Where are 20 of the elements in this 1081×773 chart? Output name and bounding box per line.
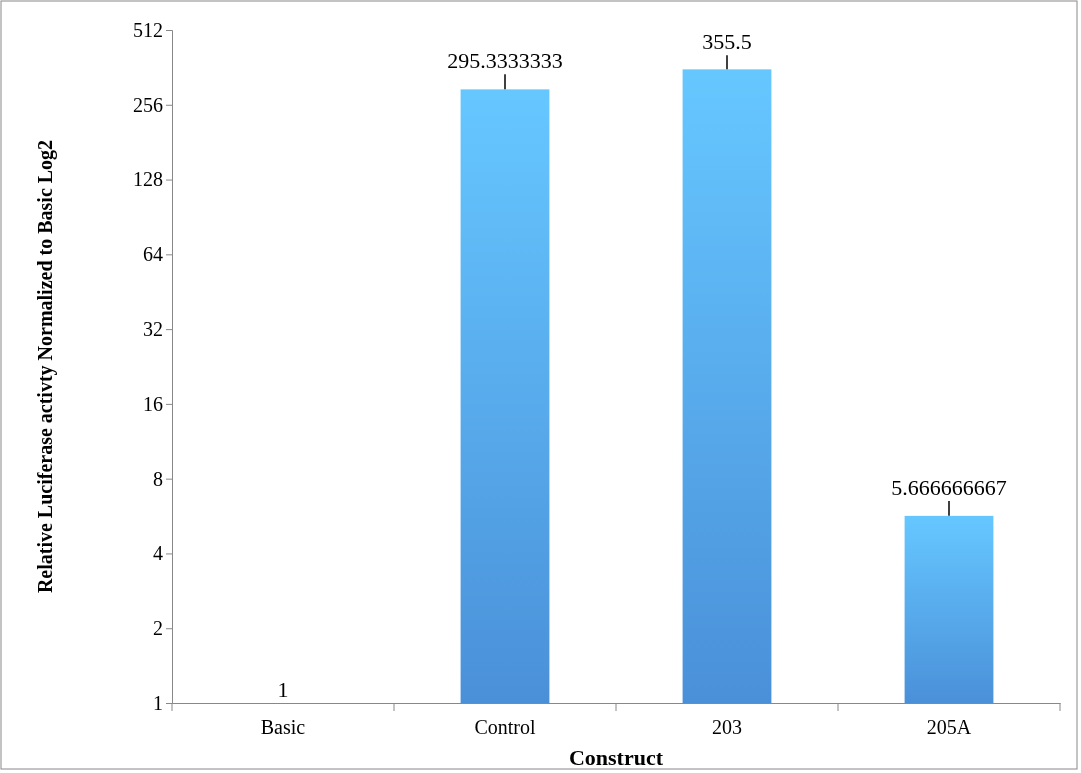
x-axis-title: Construct	[568, 745, 664, 770]
x-tick-label: 205A	[926, 716, 972, 738]
data-label: 1	[277, 677, 289, 702]
y-tick-label: 2	[153, 617, 163, 640]
y-axis-title: Relative Luciferase activty Normalized to Basic Log2	[34, 139, 57, 594]
y-tick-label: 4	[153, 542, 163, 565]
y-tick-label: 128	[133, 168, 163, 191]
y-tick-label: 256	[133, 93, 163, 116]
x-tick-label: 203	[712, 716, 742, 738]
y-tick-label: 64	[143, 243, 163, 266]
data-label: 355.5	[702, 29, 752, 55]
y-tick-label: 8	[153, 467, 163, 490]
y-tick-label: 1	[153, 691, 163, 714]
y-tick-label: 512	[133, 18, 163, 41]
x-tick-label: Control	[474, 716, 536, 738]
y-tick-label: 32	[143, 318, 163, 341]
data-label: 5.666666667	[891, 475, 1007, 501]
data-label: 295.3333333	[447, 48, 563, 74]
x-tick-label: Basic	[260, 716, 306, 738]
y-tick-label: 16	[143, 392, 163, 415]
